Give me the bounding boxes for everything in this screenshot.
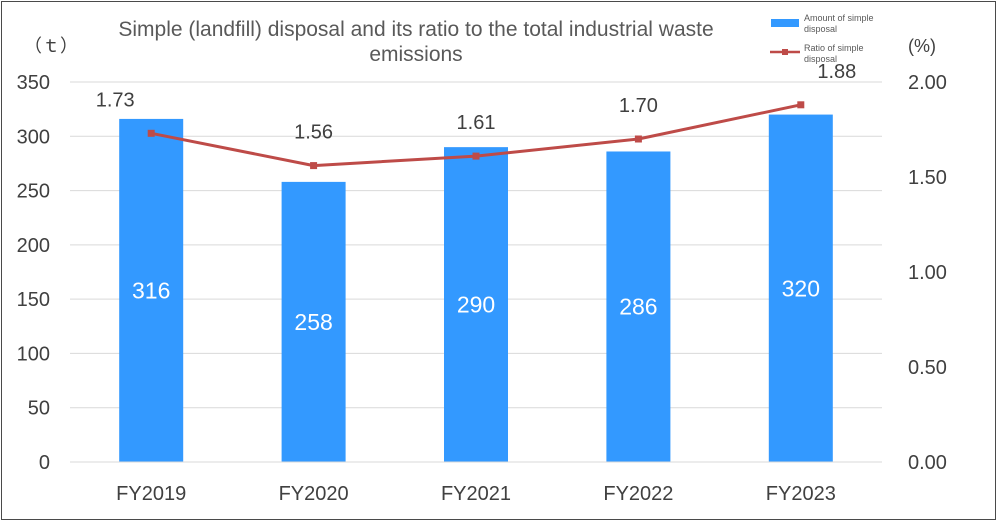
legend-swatch-bar (771, 19, 799, 27)
ratio-value-label: 1.70 (619, 95, 658, 117)
ratio-value-label: 1.61 (457, 112, 496, 134)
x-tick-label: FY2019 (116, 483, 186, 505)
y-left-tick-label: 250 (17, 181, 50, 203)
right-axis-unit: (%) (908, 36, 936, 56)
ratio-value-label: 1.88 (817, 61, 856, 83)
y-right-tick-label: 0.00 (908, 452, 947, 474)
legend-swatch-marker (782, 49, 788, 55)
bar-value-label: 290 (457, 292, 495, 318)
x-tick-label: FY2021 (441, 483, 511, 505)
y-right-tick-label: 1.00 (908, 262, 947, 284)
legend: Amount of simple disposal Ratio of simpl… (770, 13, 874, 64)
bar-series (119, 114, 833, 463)
y-left-tick-label: 150 (17, 289, 50, 311)
axes: 0 50 100 150 200 250 300 350 0.00 0.50 1.00 1.50 2.0… (17, 72, 947, 505)
bar-value-label: 316 (132, 277, 170, 303)
bar-FY2020 (281, 181, 346, 462)
bar-FY2019 (119, 118, 184, 463)
bar-FY2021 (444, 147, 508, 462)
chart-title-line-2: emissions (369, 43, 462, 66)
x-tick-label: FY2023 (766, 483, 836, 505)
bar-value-label: 320 (782, 275, 820, 301)
line-series (147, 101, 805, 170)
ratio-value-label: 1.56 (294, 122, 333, 144)
legend-label-bar-line-1: Amount of simple (804, 13, 874, 23)
ratio-marker (634, 135, 642, 143)
y-right-tick-label: 1.50 (908, 167, 947, 189)
y-left-tick-label: 100 (17, 343, 50, 365)
x-tick-label: FY2022 (603, 483, 673, 505)
y-right-tick-label: 0.50 (908, 357, 947, 379)
x-tick-label: FY2020 (279, 483, 349, 505)
ratio-marker (310, 162, 318, 170)
bar-value-label: 286 (619, 294, 657, 320)
bar-value-label: 258 (294, 309, 332, 335)
ratio-marker (147, 129, 155, 137)
ratio-value-label: 1.73 (96, 89, 135, 111)
bar-FY2023 (768, 114, 833, 463)
y-left-tick-label: 350 (17, 72, 50, 94)
ratio-marker (472, 152, 480, 160)
data-labels: 316 258 290 286 320 1.73 1.56 1.61 1.70 1.88 (96, 61, 857, 335)
y-right-tick-label: 2.00 (908, 72, 947, 94)
y-left-tick-label: 300 (17, 126, 50, 148)
y-left-tick-label: 50 (28, 398, 50, 420)
legend-label-line-line-1: Ratio of simple (804, 43, 864, 53)
legend-label-line-line-2: disposal (804, 54, 837, 64)
chart-title-line-1: Simple (landfill) disposal and its ratio… (118, 18, 713, 41)
bar-FY2022 (606, 151, 671, 462)
ratio-marker (797, 101, 805, 109)
legend-label-bar-line-2: disposal (804, 24, 837, 34)
y-left-tick-label: 200 (17, 235, 50, 257)
left-axis-unit: （ｔ） (24, 36, 78, 56)
y-left-tick-label: 0 (39, 452, 50, 474)
